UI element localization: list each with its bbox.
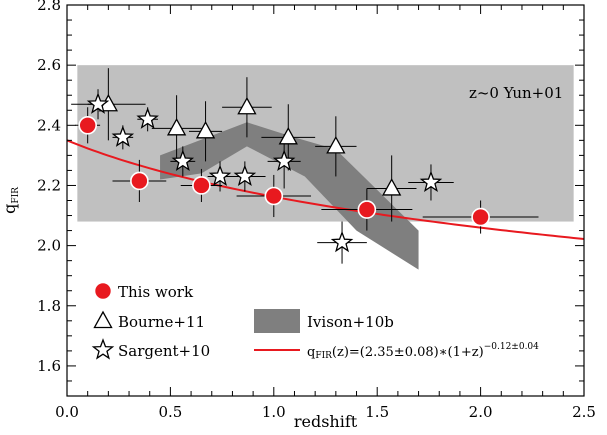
y-tick-labels: 1.6 1.8 2.0 2.2 2.4 2.6 2.8: [37, 0, 61, 375]
star-marker: [419, 170, 443, 193]
ivison-band: [160, 122, 419, 270]
legend-circle-marker: [93, 281, 113, 301]
fit-line: [66, 139, 585, 240]
y-tick-label: 1.6: [37, 357, 61, 375]
star-marker: [208, 164, 232, 187]
y-tick-label: 2.6: [37, 56, 61, 74]
legend-this-work-label: This work: [118, 283, 194, 301]
y-tick-label: 2.0: [37, 237, 61, 255]
x-tick-labels: 0.0 0.5 1.0 1.5 2.0 2.5: [55, 403, 596, 421]
triangle-marker: [166, 117, 187, 136]
star-marker: [111, 125, 135, 147]
y-tick-label: 2.4: [37, 116, 61, 134]
legend-bourne: Bourne+11: [93, 310, 205, 331]
legend-bourne-label: Bourne+11: [118, 313, 205, 331]
star-marker: [171, 149, 195, 171]
legend-this-work: This work: [93, 281, 194, 301]
legend-sargent-label: Sargent+10: [118, 342, 210, 360]
y-tick-label: 1.8: [37, 297, 61, 315]
circle-marker: [78, 116, 97, 135]
legend-fit: qFIR(z)=(2.35±0.08)∗(1+z)−0.12±0.04: [254, 342, 539, 361]
legend: This work Bourne+11 Sargent+10 Ivison+10…: [91, 281, 539, 361]
legend-sargent: Sargent+10: [91, 338, 210, 360]
y-tick-label: 2.8: [37, 0, 61, 14]
star-marker: [86, 92, 110, 114]
legend-fit-label: qFIR(z)=(2.35±0.08)∗(1+z)−0.12±0.04: [307, 342, 539, 361]
y-tick-label: 2.2: [37, 176, 61, 194]
triangle-marker: [237, 96, 257, 115]
axis-ticks: [66, 4, 585, 397]
y-axis-label-main: q: [0, 204, 19, 214]
star-marker: [136, 107, 159, 129]
legend-ivison: Ivison+10b: [254, 309, 394, 333]
legend-fit-sub: FIR: [315, 351, 332, 361]
x-tick-label: 0.5: [158, 403, 182, 421]
circle-marker: [192, 176, 211, 195]
legend-triangle-marker: [93, 310, 113, 329]
circle-marker: [357, 200, 377, 219]
x-tick-label: 2.5: [572, 403, 596, 421]
circle-marker: [471, 207, 490, 227]
y-axis-label-sub: FIR: [11, 187, 21, 204]
legend-ivison-swatch: [254, 309, 300, 333]
triangle-marker: [326, 136, 346, 154]
x-tick-label: 1.5: [365, 403, 389, 421]
x-axis-label: redshift: [294, 412, 358, 431]
legend-star-marker: [91, 338, 115, 360]
triangle-marker: [195, 120, 216, 139]
star-marker: [233, 164, 257, 187]
yun-band-label: z~0 Yun+01: [469, 84, 563, 102]
circle-marker: [264, 186, 284, 206]
x-tick-label: 0.0: [55, 403, 79, 421]
x-tick-label: 1.0: [262, 403, 286, 421]
x-tick-label: 2.0: [469, 403, 493, 421]
star-marker: [272, 149, 296, 171]
legend-fit-sup: −0.12±0.04: [484, 342, 539, 352]
legend-fit-prefix: q: [307, 345, 315, 360]
legend-ivison-label: Ivison+10b: [307, 313, 394, 331]
star-marker: [330, 230, 354, 253]
triangle-marker: [278, 126, 298, 145]
legend-fit-main: (z)=(2.35±0.08)∗(1+z): [332, 345, 484, 360]
data-markers: [78, 92, 490, 253]
circle-marker: [130, 171, 149, 191]
triangle-marker: [382, 178, 402, 196]
y-axis-label: qFIR: [0, 187, 21, 214]
